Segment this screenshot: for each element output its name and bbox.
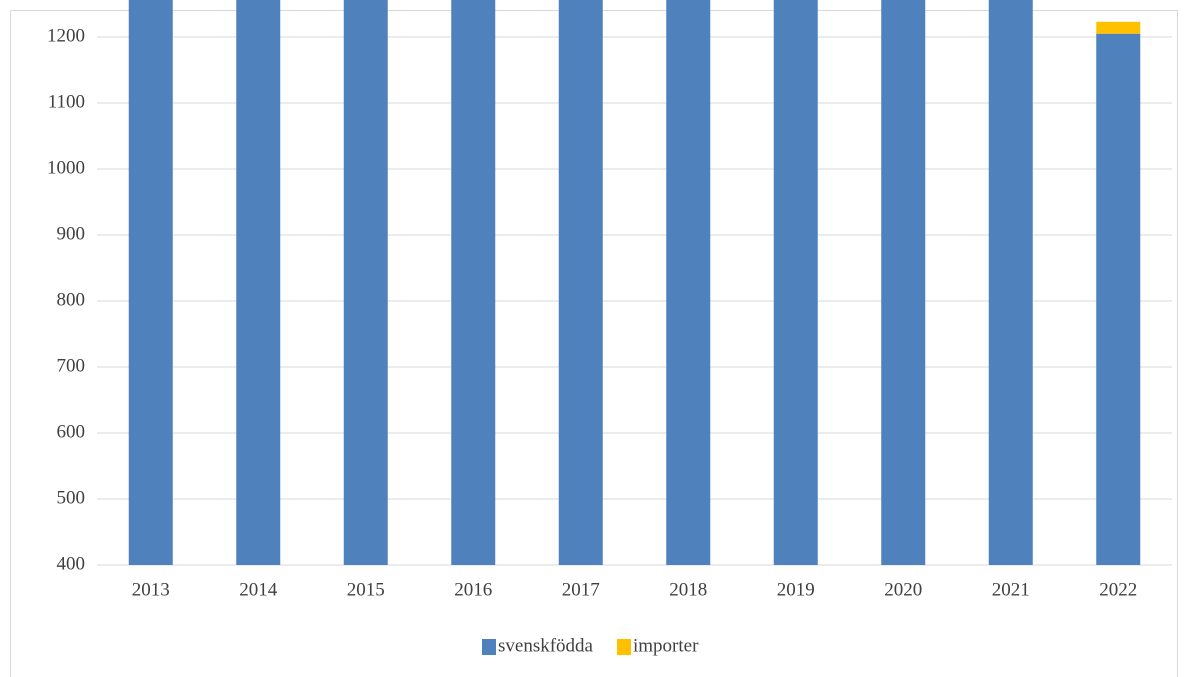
bar-segment (558, 0, 603, 566)
y-tick-label: 500 (57, 487, 86, 508)
legend-swatch (616, 639, 631, 655)
bar-segment (1096, 33, 1141, 565)
y-tick-label: 900 (57, 223, 86, 244)
x-tick-label: 2022 (1099, 579, 1137, 600)
x-tick-label: 2019 (777, 579, 815, 600)
x-tick-label: 2016 (454, 579, 492, 600)
y-tick-label: 1200 (47, 25, 85, 46)
legend-swatch (482, 639, 496, 655)
bar-segment (666, 0, 711, 566)
bar-segment (1096, 21, 1141, 34)
bar-segment (128, 0, 173, 565)
y-tick-label: 600 (57, 421, 86, 442)
bar-segment (881, 0, 926, 566)
x-tick-label: 2017 (562, 579, 600, 600)
x-tick-label: 2018 (669, 579, 707, 600)
bar-segment (451, 0, 496, 565)
bar-segment (236, 0, 281, 566)
legend-label: importer (633, 635, 699, 656)
y-tick-label: 400 (57, 553, 86, 574)
y-tick-label: 700 (57, 355, 86, 376)
bar-segment (988, 0, 1033, 566)
x-tick-label: 2013 (132, 579, 170, 600)
bar-segment (773, 0, 818, 566)
x-tick-label: 2020 (884, 579, 922, 600)
x-tick-label: 2014 (239, 579, 278, 600)
y-tick-label: 800 (57, 289, 86, 310)
bar-segment (343, 0, 388, 566)
x-tick-label: 2015 (347, 579, 385, 600)
y-tick-label: 1000 (47, 157, 85, 178)
legend-label: svenskfödda (498, 635, 594, 656)
x-tick-label: 2021 (992, 579, 1030, 600)
y-tick-label: 1100 (48, 91, 85, 112)
